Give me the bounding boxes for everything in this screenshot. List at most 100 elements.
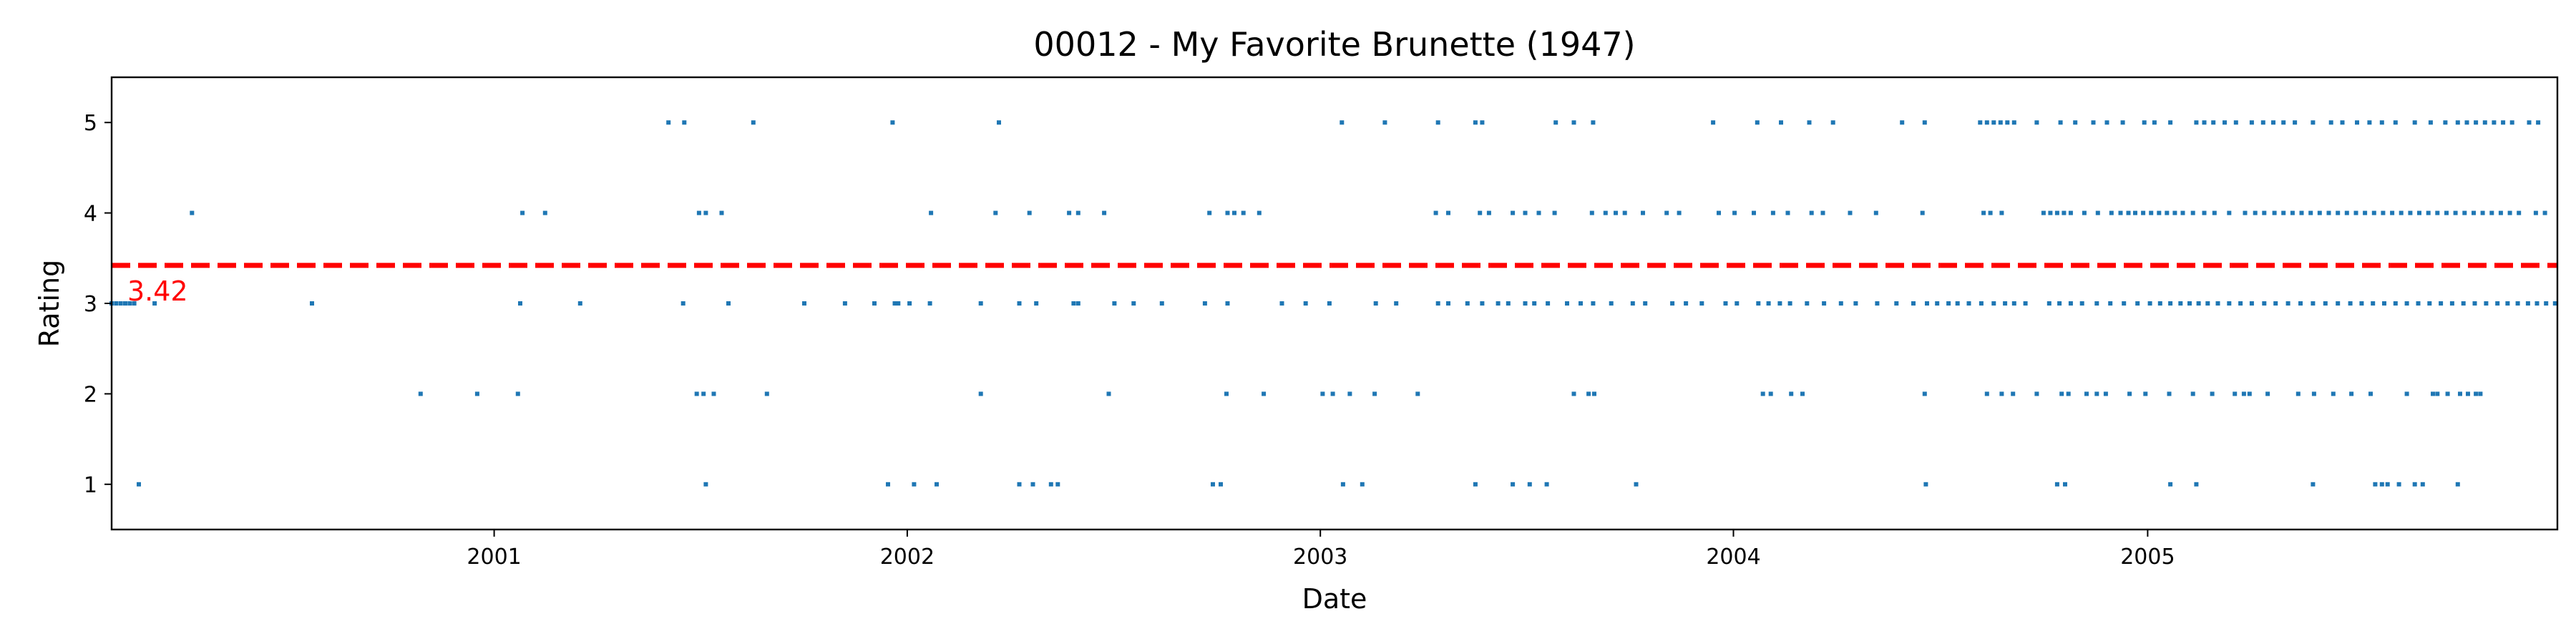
data-point bbox=[2003, 301, 2008, 306]
data-point bbox=[1446, 210, 1450, 215]
data-point bbox=[997, 120, 1001, 125]
data-point bbox=[1048, 482, 1053, 487]
data-point bbox=[2340, 120, 2345, 125]
data-point bbox=[993, 210, 998, 215]
data-point bbox=[2371, 301, 2376, 306]
data-point bbox=[2408, 210, 2413, 215]
data-point bbox=[520, 210, 525, 215]
data-point bbox=[2034, 120, 2039, 125]
data-point bbox=[1677, 210, 1682, 215]
data-point bbox=[1320, 391, 1325, 396]
data-point bbox=[2196, 301, 2201, 306]
data-point bbox=[577, 301, 582, 306]
data-point bbox=[2202, 120, 2207, 125]
data-point bbox=[1925, 301, 1929, 306]
data-point bbox=[2385, 482, 2390, 487]
data-point bbox=[751, 120, 756, 125]
data-point bbox=[2326, 210, 2331, 215]
data-point bbox=[703, 482, 708, 487]
data-point bbox=[2368, 391, 2373, 396]
data-point bbox=[542, 210, 547, 215]
x-tick-label: 2001 bbox=[467, 545, 521, 570]
data-point bbox=[726, 301, 731, 306]
data-point bbox=[2249, 120, 2254, 125]
data-point bbox=[2501, 120, 2506, 125]
data-point bbox=[2363, 210, 2368, 215]
data-point bbox=[2127, 391, 2132, 396]
data-point bbox=[2379, 120, 2384, 125]
chart-title: 00012 - My Favorite Brunette (1947) bbox=[1033, 25, 1635, 64]
plot-area bbox=[109, 120, 2557, 487]
data-point bbox=[2041, 210, 2046, 215]
data-point bbox=[2108, 301, 2113, 306]
data-point bbox=[890, 120, 895, 125]
data-point bbox=[2068, 301, 2073, 306]
data-point bbox=[1027, 210, 1032, 215]
data-point bbox=[2272, 210, 2277, 215]
data-point bbox=[2094, 391, 2099, 396]
data-point bbox=[703, 210, 708, 215]
data-point bbox=[1779, 120, 1783, 125]
data-point bbox=[1614, 210, 1618, 215]
data-point bbox=[2455, 482, 2460, 487]
data-point bbox=[701, 391, 706, 396]
data-point bbox=[2474, 391, 2479, 396]
data-point bbox=[152, 301, 157, 306]
data-point bbox=[1523, 210, 1528, 215]
data-point bbox=[1641, 210, 1645, 215]
data-point bbox=[2133, 210, 2137, 215]
data-point bbox=[912, 482, 917, 487]
data-point bbox=[2082, 210, 2087, 215]
data-point bbox=[1224, 391, 1229, 396]
x-axis-label: Date bbox=[1302, 583, 1367, 615]
data-point bbox=[2331, 391, 2336, 396]
data-point bbox=[2109, 210, 2114, 215]
data-point bbox=[711, 391, 716, 396]
data-point bbox=[1634, 482, 1639, 487]
data-point bbox=[2427, 301, 2432, 306]
data-point bbox=[1922, 120, 1927, 125]
data-point bbox=[1830, 120, 1835, 125]
data-point bbox=[2211, 120, 2216, 125]
data-point bbox=[1981, 210, 1986, 215]
data-point bbox=[1875, 301, 1880, 306]
data-point bbox=[1373, 301, 1378, 306]
data-point bbox=[1920, 210, 1925, 215]
data-point bbox=[1805, 301, 1810, 306]
data-point bbox=[2507, 210, 2512, 215]
data-point bbox=[2505, 301, 2510, 306]
data-point bbox=[2455, 120, 2460, 125]
data-point bbox=[1433, 210, 1438, 215]
data-point bbox=[1544, 482, 1549, 487]
data-point bbox=[2484, 301, 2489, 306]
data-point bbox=[2238, 301, 2243, 306]
y-tick-label: 1 bbox=[84, 473, 97, 498]
data-point bbox=[2359, 301, 2364, 306]
data-point bbox=[1935, 301, 1940, 306]
data-point bbox=[2285, 301, 2290, 306]
data-point bbox=[2435, 391, 2440, 396]
data-point bbox=[1984, 391, 1989, 396]
data-point bbox=[2073, 120, 2078, 125]
data-point bbox=[1446, 301, 1450, 306]
data-point bbox=[2157, 301, 2162, 306]
data-point bbox=[907, 301, 912, 306]
data-point bbox=[2444, 210, 2449, 215]
data-point bbox=[1955, 301, 1960, 306]
data-point bbox=[1809, 210, 1814, 215]
data-point bbox=[1777, 301, 1782, 306]
data-point bbox=[2152, 120, 2157, 125]
data-point bbox=[1966, 301, 1971, 306]
data-point bbox=[2241, 391, 2246, 396]
data-point bbox=[127, 301, 132, 306]
data-point bbox=[2439, 301, 2444, 306]
data-point bbox=[1717, 210, 1721, 215]
data-point bbox=[1102, 210, 1107, 215]
data-point bbox=[1232, 210, 1236, 215]
data-point bbox=[137, 482, 141, 487]
data-point bbox=[2147, 301, 2152, 306]
data-point bbox=[1838, 301, 1843, 306]
data-point bbox=[1552, 210, 1557, 215]
data-point bbox=[2168, 301, 2173, 306]
data-point bbox=[1755, 120, 1760, 125]
